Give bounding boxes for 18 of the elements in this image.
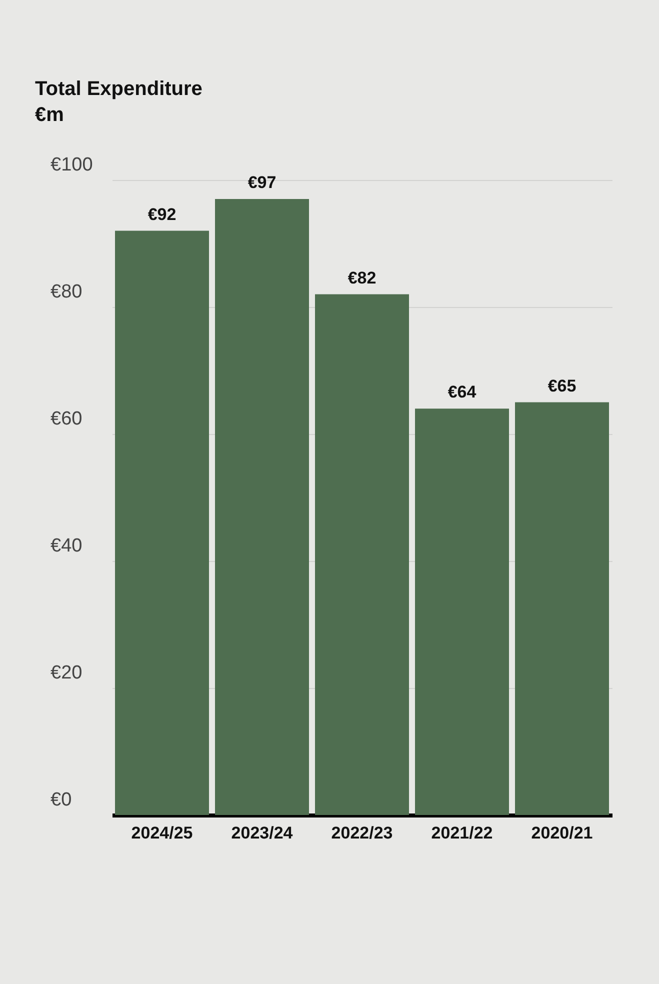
y-tick-label: €0 xyxy=(50,790,72,810)
x-tick-label: 2024/25 xyxy=(131,824,193,842)
data-label: €92 xyxy=(148,204,176,224)
y-axis-title: €m xyxy=(35,104,64,126)
y-tick-label: €60 xyxy=(50,408,82,430)
x-tick-label: 2023/24 xyxy=(231,824,294,842)
x-tick-label: 2022/23 xyxy=(331,824,393,842)
data-label: €64 xyxy=(448,382,477,402)
data-label: €97 xyxy=(248,173,276,192)
y-tick-label: €40 xyxy=(50,536,82,556)
y-tick-label: €100 xyxy=(50,154,93,176)
x-tick-label: 2020/21 xyxy=(531,824,593,842)
y-tick-label: €20 xyxy=(50,662,82,684)
y-tick-label: €80 xyxy=(50,282,82,302)
data-label: €82 xyxy=(348,268,376,288)
data-label: €65 xyxy=(548,376,576,396)
x-tick-label: 2021/22 xyxy=(431,824,493,842)
chart-title: Total Expenditure xyxy=(35,78,202,100)
